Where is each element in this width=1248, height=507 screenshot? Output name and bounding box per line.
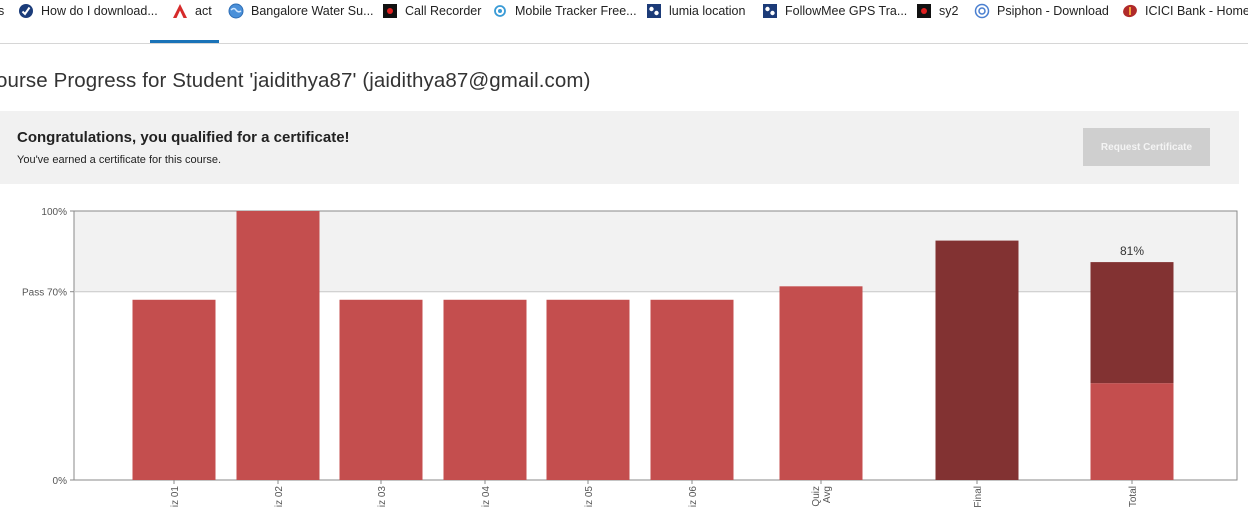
bookmark-label: lumia location <box>669 4 746 18</box>
bar <box>443 299 527 480</box>
total-value-label: 81% <box>1120 244 1144 258</box>
bar <box>132 299 216 480</box>
bar <box>546 299 630 480</box>
bookmark-label: Psiphon - Download <box>997 4 1109 18</box>
bookmark-item[interactable]: How do I download... <box>18 1 158 21</box>
x-tick-label: iz 02 <box>274 486 285 507</box>
y-tick-label: 100% <box>41 207 67 218</box>
bar <box>650 299 734 480</box>
certificate-title: Congratulations, you qualified for a cer… <box>17 129 350 146</box>
bookmark-label: Bangalore Water Su... <box>251 4 374 18</box>
red-a-logo-icon <box>172 3 188 19</box>
bookmark-item[interactable]: lumia location <box>646 1 745 21</box>
red-dot-app-icon <box>382 3 398 19</box>
bar <box>779 286 863 480</box>
bar <box>236 211 320 480</box>
bookmarks-bar: s How do I download... act Bangalore Wat… <box>0 0 1248 22</box>
globe-icon <box>228 3 244 19</box>
x-tick-label: iz 06 <box>688 486 699 507</box>
bookmark-label: s <box>0 4 5 18</box>
bookmark-label: Mobile Tracker Free... <box>515 4 637 18</box>
bookmark-label: FollowMee GPS Tra... <box>785 4 908 18</box>
red-dot-app-icon <box>916 3 932 19</box>
y-tick-label: Pass 70% <box>22 288 67 299</box>
swirl-icon <box>492 3 508 19</box>
y-tick-label: 0% <box>53 476 68 487</box>
x-tick-label: iz 01 <box>170 486 181 507</box>
bookmark-label: sy2 <box>939 4 959 18</box>
bookmark-item[interactable]: Mobile Tracker Free... <box>492 1 637 21</box>
bar-total-exam <box>1090 262 1174 384</box>
bookmark-item[interactable]: FollowMee GPS Tra... <box>762 1 907 21</box>
bar <box>339 299 423 480</box>
x-tick-label: Final <box>973 486 984 507</box>
circle-check-icon <box>18 3 34 19</box>
bookmark-item[interactable]: ICICI Bank - Home <box>1122 1 1248 21</box>
bar-total-quiz <box>1090 383 1174 480</box>
bookmark-item[interactable]: Bangalore Water Su... <box>228 1 374 21</box>
active-tab-indicator <box>150 40 219 43</box>
bookmark-label: How do I download... <box>41 4 158 18</box>
bar <box>935 240 1019 480</box>
bookmark-label: Call Recorder <box>405 4 482 18</box>
divider <box>0 43 1248 44</box>
request-certificate-button[interactable]: Request Certificate <box>1083 128 1210 166</box>
certificate-banner: Congratulations, you qualified for a cer… <box>0 111 1239 184</box>
x-tick-label: iz 04 <box>481 486 492 507</box>
bookmark-item[interactable]: Psiphon - Download <box>974 1 1109 21</box>
bookmark-item[interactable]: act <box>172 1 212 21</box>
map-app-icon <box>646 3 662 19</box>
x-tick-label: QuizAvg <box>811 486 833 507</box>
icici-logo-icon <box>1122 3 1138 19</box>
map-app-icon <box>762 3 778 19</box>
psiphon-icon <box>974 3 990 19</box>
page-title: ourse Progress for Student 'jaidithya87'… <box>0 69 591 92</box>
bookmark-item[interactable]: sy2 <box>916 1 958 21</box>
x-tick-label: iz 05 <box>584 486 595 507</box>
bookmark-label: ICICI Bank - Home <box>1145 4 1248 18</box>
x-tick-label: Total <box>1128 486 1139 507</box>
progress-chart: 100% Pass 70% 0% iz 01 iz 02 iz 03 iz 04 iz 05 i… <box>22 207 1238 507</box>
bookmark-item[interactable]: s <box>0 1 4 21</box>
bookmark-item[interactable]: Call Recorder <box>382 1 481 21</box>
certificate-subtitle: You've earned a certificate for this cou… <box>17 154 222 166</box>
x-tick-label: iz 03 <box>377 486 388 507</box>
bookmark-label: act <box>195 4 212 18</box>
